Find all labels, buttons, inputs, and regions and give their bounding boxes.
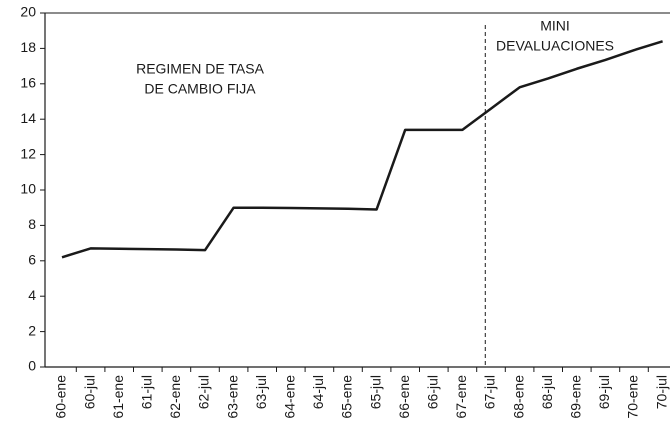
x-tick-label: 64-ene [282,375,298,419]
x-tick-label: 63-ene [224,375,240,419]
x-tick-label: 67-jul [482,375,498,409]
y-tick-label: 18 [20,39,36,55]
y-tick-label: 4 [28,287,36,303]
y-tick-label: 8 [28,216,36,232]
y-tick-label: 16 [20,75,36,91]
x-tick-label: 69-ene [568,375,584,419]
x-tick-label: 65-jul [367,375,383,409]
x-tick-label: 60-ene [53,375,69,419]
line [61,40,663,259]
y-tick-label: 2 [28,322,36,338]
x-tick-label: 65-ene [339,375,355,419]
y-tick-label: 20 [20,4,36,20]
annotation: DE CAMBIO FIJA [144,81,256,97]
x-tick-label: 60-jul [81,375,97,409]
x-tick-label: 68-jul [539,375,555,409]
x-tick-label: 66-ene [396,375,412,419]
x-tick-label: 67-ene [453,375,469,419]
x-tick-label: 62-jul [196,375,212,409]
x-tick-label: 70-ene [625,375,641,419]
x-tick-label: 69-jul [596,375,612,409]
x-tick-label: 61-ene [110,375,126,419]
y-tick-label: 14 [20,110,36,126]
x-tick-label: 70-jul [653,375,669,409]
x-tick-label: 63-jul [253,375,269,409]
x-tick-label: 64-jul [310,375,326,409]
y-tick-label: 12 [20,145,36,161]
x-tick-label: 68-ene [510,375,526,419]
annotation: DEVALUACIONES [496,38,614,54]
annotation: REGIMEN DE TASA [136,61,265,77]
x-tick-label: 66-jul [425,375,441,409]
y-tick-label: 10 [20,181,36,197]
y-tick-label: 6 [28,252,36,268]
y-tick-label: 0 [28,358,36,374]
annotation: MINI [540,18,570,34]
x-tick-label: 61-jul [139,375,155,409]
x-tick-label: 62-ene [167,375,183,419]
